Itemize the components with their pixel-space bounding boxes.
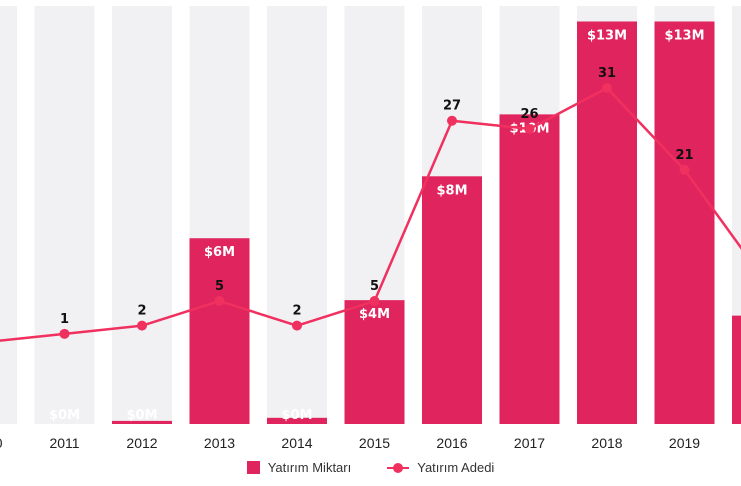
x-axis-ticks: 2010 2011 2012 2013 2014 2015 2016 2017 2018 2019… xyxy=(0,435,700,451)
x-tick-label-2016: 2016 xyxy=(436,435,467,451)
bar-2018[interactable] xyxy=(577,21,637,425)
bar-2017[interactable] xyxy=(499,114,560,425)
line-series: 1 2 5 2 5 27 26 31 21 xyxy=(0,66,741,342)
line-point-2019[interactable] xyxy=(679,164,690,175)
background-column-2011 xyxy=(34,6,95,424)
legend-label-count: Yatırım Adedi xyxy=(417,460,495,475)
legend-item-amount[interactable]: Yatırım Miktarı xyxy=(246,460,352,475)
bar-series: $0M$0M$6M$0M$4M$8M$10M$13M$13M xyxy=(49,21,741,425)
legend-swatch-bar xyxy=(246,461,260,474)
x-tick-label-2011: 2011 xyxy=(49,435,79,451)
line-point-2017[interactable] xyxy=(524,123,535,134)
bar-2019[interactable] xyxy=(654,21,715,425)
background-column-2014 xyxy=(267,6,327,424)
bar-value-label-2015: $4M xyxy=(359,307,390,322)
bar-value-label-2016: $8M xyxy=(436,183,467,198)
legend-swatch-line xyxy=(387,461,410,474)
line-value-label-2013: 5 xyxy=(215,279,224,294)
x-tick-label-2012: 2012 xyxy=(126,435,157,451)
line-value-label-2018: 31 xyxy=(598,66,616,81)
line-point-2012[interactable] xyxy=(137,320,147,331)
line-value-label-2011: 1 xyxy=(60,312,69,327)
bar-2013[interactable] xyxy=(189,238,250,424)
line-value-label-2019: 21 xyxy=(675,148,693,163)
bar-value-label-2011: $0M xyxy=(49,408,80,423)
line-point-2013[interactable] xyxy=(214,296,225,307)
bar-value-label-2013: $6M xyxy=(204,245,235,260)
line-value-label-2015: 5 xyxy=(370,279,379,294)
legend: Yatırım Miktarı Yatırım Adedi xyxy=(0,460,741,475)
line-value-label-2012: 2 xyxy=(137,304,146,319)
background-column-2012 xyxy=(112,6,172,424)
x-tick-label-2010: 2010 xyxy=(0,435,3,451)
x-tick-label-2015: 2015 xyxy=(359,435,390,451)
background-column-2010 xyxy=(0,6,17,424)
legend-label-amount: Yatırım Miktarı xyxy=(267,460,352,475)
bar-2016[interactable] xyxy=(422,176,482,424)
legend-item-count[interactable]: Yatırım Adedi xyxy=(387,460,494,475)
x-tick-label-2013: 2013 xyxy=(204,435,235,451)
line-value-label-2017: 26 xyxy=(520,107,538,122)
bar-2012[interactable] xyxy=(112,420,172,424)
line-value-label-2016: 27 xyxy=(443,99,461,114)
line-point-2018[interactable] xyxy=(602,82,612,93)
line-point-2015[interactable] xyxy=(369,296,380,307)
bar-value-label-2019: $13M xyxy=(664,28,704,43)
background-column-2020 xyxy=(732,6,741,424)
x-tick-label-2018: 2018 xyxy=(591,435,622,451)
line-point-2011[interactable] xyxy=(59,328,70,339)
bar-2015[interactable] xyxy=(344,300,405,424)
line-point-2016[interactable] xyxy=(447,115,457,126)
x-tick-label-2019: 2019 xyxy=(669,435,700,451)
bar-value-label-2018: $13M xyxy=(587,28,627,43)
x-tick-label-2017: 2017 xyxy=(514,435,545,451)
line-point-2014[interactable] xyxy=(292,320,302,331)
bar-2020[interactable] xyxy=(732,315,741,424)
bar-value-label-2014: $0M xyxy=(281,408,312,423)
line-value-label-2014: 2 xyxy=(292,304,301,319)
bar-2014[interactable] xyxy=(267,417,327,424)
bar-value-label-2012: $0M xyxy=(126,408,157,423)
x-tick-label-2014: 2014 xyxy=(281,435,312,451)
